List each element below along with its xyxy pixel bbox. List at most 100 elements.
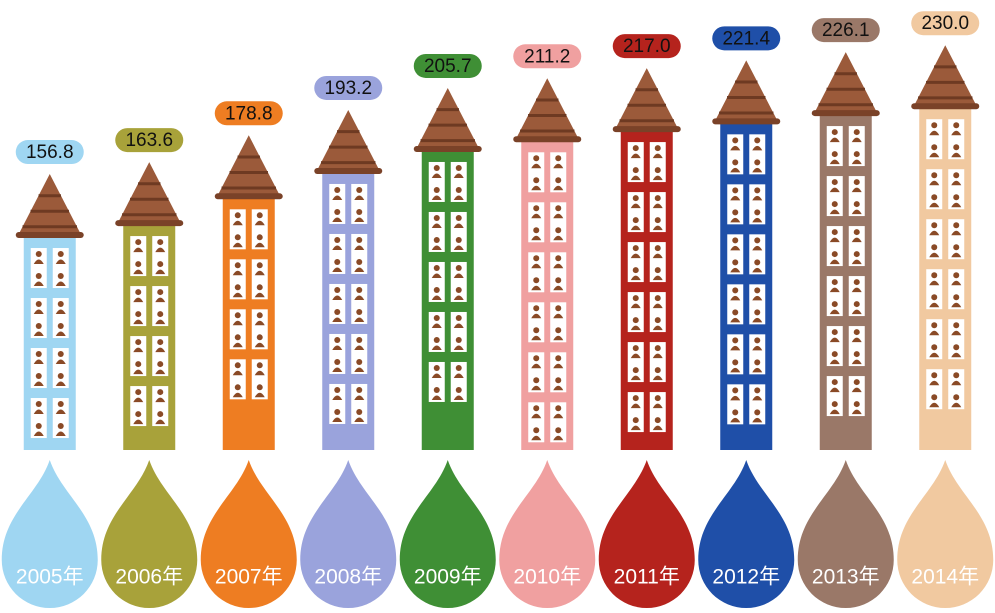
person-head [256, 384, 263, 391]
window [329, 233, 346, 274]
person-body [232, 292, 243, 298]
person-body [851, 159, 862, 165]
person-head [831, 401, 838, 408]
person-head [334, 286, 341, 293]
person-body [851, 359, 862, 365]
person-head [455, 386, 462, 393]
person-body [730, 345, 741, 351]
person-body [851, 287, 862, 293]
person-head [754, 287, 761, 294]
person-head [35, 273, 42, 280]
person-body [730, 395, 741, 401]
person-head [732, 337, 739, 344]
window [948, 269, 965, 310]
person-head [356, 258, 363, 265]
person-body [752, 317, 763, 323]
person-body [133, 247, 144, 253]
person-head [334, 186, 341, 193]
window [749, 134, 766, 175]
person-body [33, 409, 44, 415]
value-pill [712, 26, 781, 51]
person-body [254, 320, 265, 326]
person-body [354, 395, 365, 400]
person-body [929, 402, 940, 408]
person-head [732, 137, 739, 144]
person-body [630, 175, 641, 181]
roof-eave [513, 136, 582, 143]
person-body [55, 359, 66, 365]
window [926, 369, 943, 410]
person-head [632, 145, 639, 152]
person-body [951, 380, 962, 386]
window [152, 286, 169, 327]
person-head [831, 379, 838, 386]
person-body [851, 387, 862, 393]
window [229, 209, 246, 250]
person-head [831, 351, 838, 358]
person-body [531, 163, 542, 169]
person-head [157, 261, 164, 268]
drop [399, 460, 496, 608]
person-body [829, 137, 840, 143]
person-body [453, 245, 464, 250]
person-head [57, 401, 64, 408]
person-head [831, 251, 838, 258]
person-head [35, 301, 42, 308]
person-body [553, 385, 564, 391]
person-body [332, 295, 343, 300]
person-body [531, 285, 542, 291]
person-body [155, 297, 166, 303]
window [926, 119, 943, 160]
person-head [135, 261, 142, 268]
person-body [630, 253, 641, 259]
person-head [831, 129, 838, 136]
window [428, 261, 445, 302]
person-head [853, 401, 860, 408]
window [727, 134, 744, 175]
person-head [433, 386, 440, 393]
person-body [553, 363, 564, 369]
person-body [752, 417, 763, 423]
window [351, 233, 368, 274]
person-body [951, 352, 962, 358]
person-head [135, 339, 142, 346]
person-body [354, 367, 365, 372]
person-head [157, 361, 164, 368]
person-head [732, 159, 739, 166]
person-body [33, 309, 44, 315]
person-head [831, 329, 838, 336]
person-body [155, 319, 166, 325]
person-head [555, 405, 562, 412]
person-body [851, 309, 862, 315]
window [528, 252, 545, 293]
window [649, 242, 666, 283]
person-head [35, 373, 42, 380]
person-body [55, 409, 66, 415]
window [727, 334, 744, 375]
person-body [133, 419, 144, 425]
person-body [951, 180, 962, 186]
roof-eave [811, 110, 880, 117]
person-body [254, 242, 265, 248]
roof-eave [612, 126, 681, 133]
roof [614, 68, 679, 131]
window [826, 176, 843, 217]
person-body [630, 275, 641, 281]
person-body [431, 323, 442, 328]
person-body [531, 235, 542, 241]
person-body [730, 217, 741, 223]
window [627, 392, 644, 433]
person-body [453, 323, 464, 328]
person-head [433, 164, 440, 171]
person-head [533, 205, 540, 212]
person-head [754, 137, 761, 144]
person-body [55, 259, 66, 265]
window [130, 236, 147, 277]
window [550, 402, 567, 443]
person-head [356, 386, 363, 393]
person-body [730, 367, 741, 373]
window [52, 248, 69, 289]
window [450, 261, 467, 302]
person-body [630, 425, 641, 431]
person-body [33, 281, 44, 287]
